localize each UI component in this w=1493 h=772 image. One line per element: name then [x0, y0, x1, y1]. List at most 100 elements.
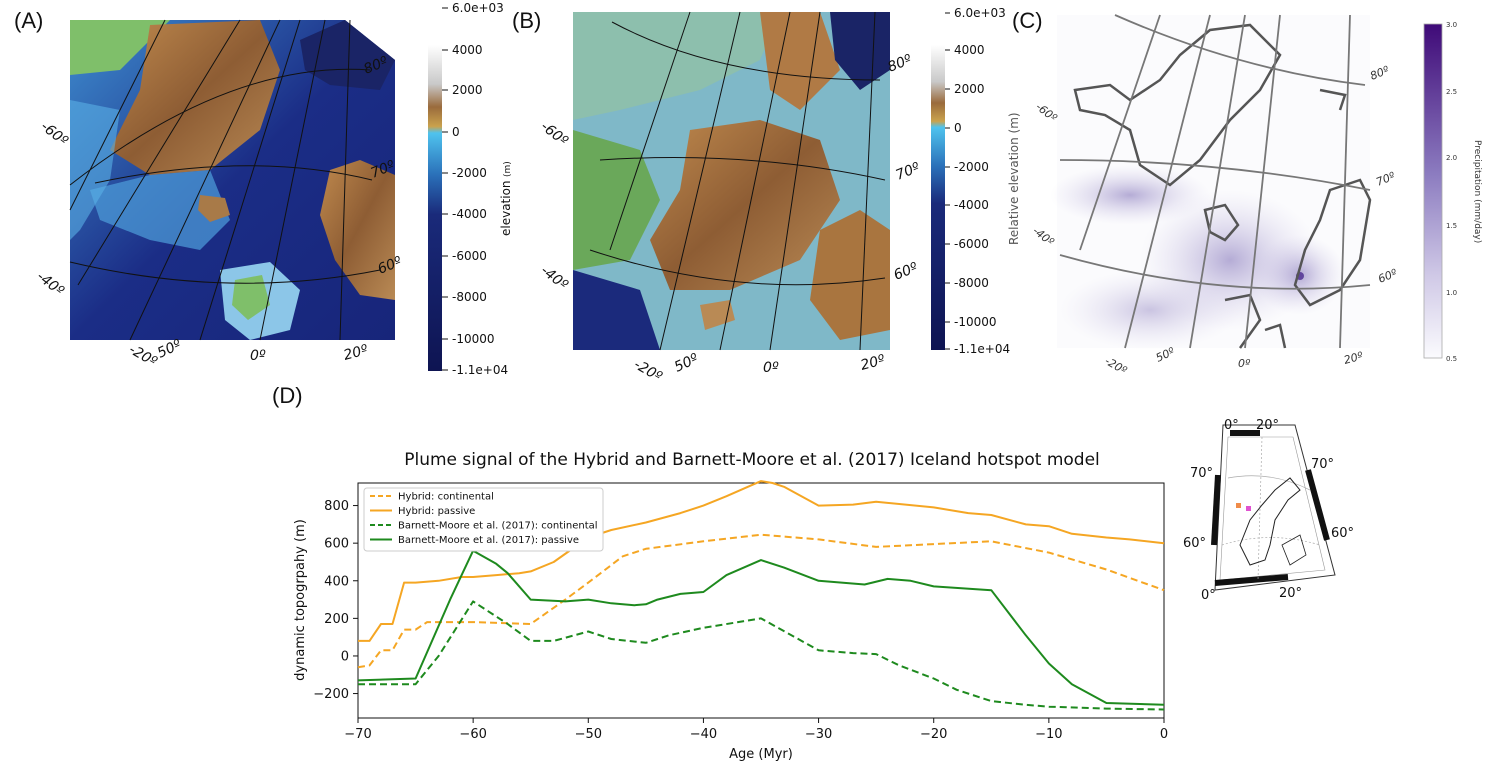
colorbar-b-tick: -1.1e+04: [954, 342, 1010, 356]
inset-lat-label: 60°: [1183, 536, 1206, 551]
colorbar-b-tick: -4000: [954, 198, 989, 212]
series-line-1: [357, 533, 1165, 669]
colorbar-a-tick: -2000: [452, 166, 487, 180]
map-b-lon-label-m60: -60º: [538, 119, 571, 150]
panel-label-a: (A): [14, 8, 44, 33]
colorbar-a-title: elevation: [499, 180, 513, 236]
y-tick-label: 800: [324, 499, 349, 514]
map-a-lon-label-m60: -60º: [38, 119, 71, 150]
x-tick-label: −30: [805, 727, 832, 742]
x-axis-label: Age (Myr): [729, 747, 793, 762]
map-c-lon-label-m20: -20º: [1103, 354, 1130, 377]
map-c-lat-label-60: 60º: [1376, 266, 1399, 286]
y-axis-label: dynamic topogrpahy (m): [293, 519, 308, 681]
map-c-lon-label-m60: -60º: [1033, 100, 1060, 125]
inset-lat-label: 60°: [1331, 526, 1354, 541]
greenland-landmass: [110, 20, 280, 175]
series-lines: [357, 480, 1165, 711]
map-a-lon-label-m20: -20º: [126, 342, 160, 371]
colorbar-b-tick: 6.0e+03: [954, 6, 1006, 20]
line-chart: Plume signal of the Hybrid and Barnett-M…: [293, 450, 1168, 762]
colorbar-a-tick: -4000: [452, 207, 487, 221]
y-tick-label: 400: [324, 574, 349, 589]
colorbar-a-tick: 0: [452, 125, 460, 139]
map-b-lat-label-60: 60º: [892, 260, 921, 284]
colorbar-b-tick: -6000: [954, 237, 989, 251]
inset-map: 70° 70° 60° 60° 0° 20° 0° 20°: [1183, 418, 1354, 603]
colorbar-a-ticks: 6.0e+03 4000 2000 0 -2000 -4000 -6000 -8…: [452, 1, 508, 377]
map-c-lon-label-m40: -40º: [1030, 224, 1057, 249]
map-c-lon-label-0: 0º: [1238, 357, 1251, 370]
map-c-graticule: [1059, 14, 1371, 349]
colorbar-b-tick: 0: [954, 121, 962, 135]
x-tick-label: −60: [459, 727, 486, 742]
inset-lon-label: 20°: [1256, 418, 1279, 433]
map-b-graticule: [589, 11, 886, 351]
map-c: [1050, 15, 1370, 350]
colorbar-b: 6.0e+03 4000 2000 0 -2000 -4000 -6000 -8…: [931, 6, 1021, 356]
y-tick-label: 200: [324, 612, 349, 627]
y-tick-label: 0: [341, 649, 349, 664]
map-a: [70, 20, 395, 340]
map-a-graticule: [69, 19, 381, 341]
map-b-lon-label-m40: -40º: [538, 263, 571, 294]
legend-label-4: Barnett-Moore et al. (2017): passive: [398, 535, 579, 546]
colorbar-c-tick: 2.5: [1446, 88, 1457, 96]
colorbar-c-title: Precipitation (mm/day): [1472, 140, 1482, 243]
inset-lon-label: 0°: [1224, 418, 1239, 433]
map-b-lon-label-m20: -20º: [631, 357, 665, 386]
colorbar-a-tick: 6.0e+03: [452, 1, 504, 15]
central-landmass-b: [650, 120, 840, 290]
map-b-lon-label-50: 50º: [672, 351, 701, 376]
map-c-lat-label-70: 70º: [1374, 169, 1397, 189]
iceland-landmass: [198, 195, 230, 222]
series-line-3: [358, 600, 1165, 711]
panel-label-b: (B): [512, 8, 542, 33]
colorbar-a-tick: -1.1e+04: [452, 363, 508, 377]
map-b-lat-label-70: 70º: [894, 160, 923, 184]
colorbar-a-tick: -8000: [452, 290, 487, 304]
inset-marker-orange: [1236, 503, 1241, 508]
x-tick-label: −10: [1035, 727, 1062, 742]
x-tick-label: −70: [344, 727, 371, 742]
panel-label-d: (D): [272, 383, 303, 408]
colorbar-c-tick: 3.0: [1446, 21, 1457, 29]
legend-box: [363, 487, 604, 552]
colorbar-b-tick: -8000: [954, 276, 989, 290]
colorbar-b-tick: -2000: [954, 160, 989, 174]
panel-label-c: (C): [1012, 8, 1043, 33]
y-tick-label: −200: [313, 687, 349, 702]
colorbar-a-unit: (m): [503, 161, 513, 177]
series-line-2: [358, 480, 1165, 642]
map-c-lat-label-80: 80º: [1368, 63, 1391, 83]
colorbar-b-tick: -10000: [954, 315, 997, 329]
colorbar-a-tick: -6000: [452, 249, 487, 263]
legend-label-2: Hybrid: passive: [398, 506, 475, 517]
colorbar-a-tick: -10000: [452, 332, 495, 346]
colorbar-b-title: Relative elevation (m): [1007, 112, 1021, 245]
colorbar-b-tick: 2000: [954, 82, 985, 96]
colorbar-c-tick: 2.0: [1446, 154, 1457, 162]
series-line-4: [357, 549, 1165, 706]
colorbar-c-tick: 1.0: [1446, 289, 1457, 297]
x-tick-label: −40: [690, 727, 717, 742]
map-b: [573, 12, 890, 350]
greenland-landmass-b: [760, 12, 840, 110]
colorbar-c-tick: 0.5: [1446, 355, 1457, 363]
legend: Hybrid: continental Hybrid: passive Barnet…: [363, 487, 604, 552]
map-c-lon-label-20: 20º: [1342, 349, 1365, 367]
inset-marker-magenta: [1246, 506, 1251, 511]
map-a-lon-label-0: 0º: [250, 348, 266, 364]
inset-lon-label: 0°: [1201, 588, 1216, 603]
colorbar-b-tick: 4000: [954, 43, 985, 57]
colorbar-a: 6.0e+03 4000 2000 0 -2000 -4000 -6000 -8…: [428, 1, 513, 377]
legend-label-1: Hybrid: continental: [398, 492, 494, 503]
axis-ticks: −70 −60 −50 −40 −30 −20 −10 0 −200 0 200 400 600 800: [313, 499, 1168, 742]
legend-label-3: Barnett-Moore et al. (2017): continental: [398, 521, 598, 532]
inset-lon-label: 20°: [1279, 586, 1302, 601]
y-tick-label: 600: [324, 537, 349, 552]
inset-lat-label: 70°: [1311, 457, 1334, 472]
map-b-lon-label-20: 20º: [859, 352, 887, 374]
scandinavia-landmass: [320, 160, 395, 300]
